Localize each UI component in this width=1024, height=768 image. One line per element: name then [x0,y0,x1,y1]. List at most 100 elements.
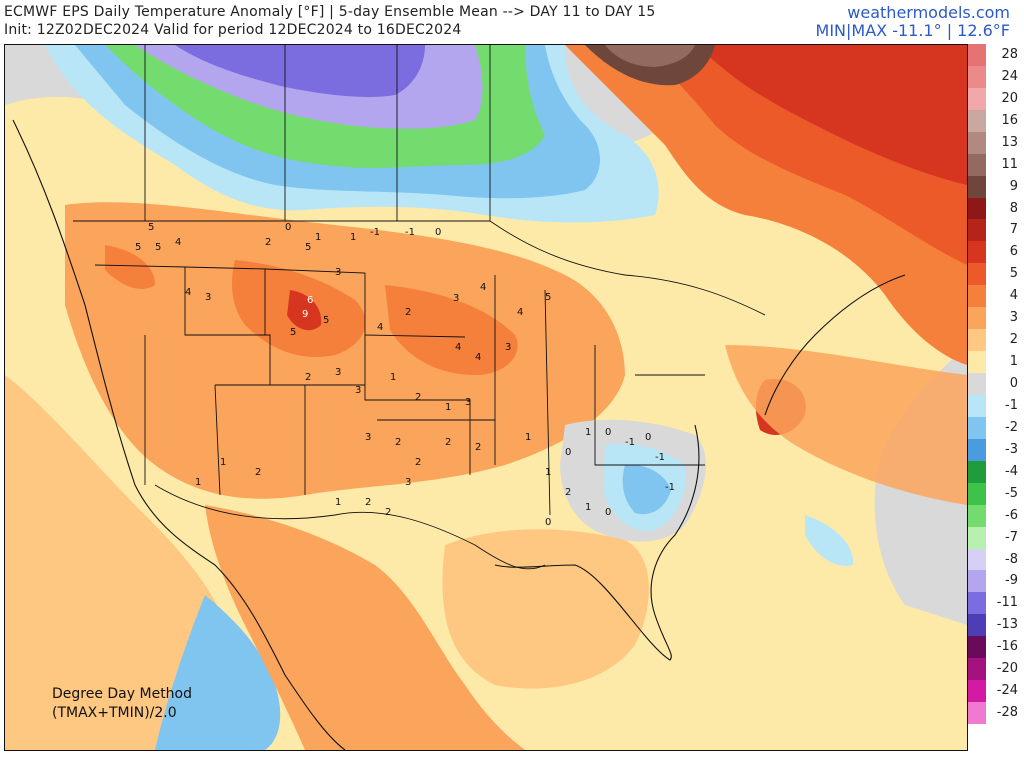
legend-swatch [968,570,986,593]
legend-entry: 7 [968,219,1020,242]
legend-label: 11 [1001,156,1018,172]
anomaly-value: 2 [305,372,311,383]
anomaly-value: -1 [405,227,415,238]
anomaly-value: 1 [195,477,201,488]
anomaly-value: 3 [205,292,211,303]
anomaly-value: 2 [445,437,451,448]
legend-swatch [968,504,986,527]
anomaly-value: 3 [365,432,371,443]
legend-entry: -20 [968,658,1020,681]
color-legend: 28 24 20 16 13 11 9 8 7 6 5 4 3 2 1 0 -1 -2 -3 -4 -5 -6 -7 -8 -9… [968,44,1020,724]
legend-label: -2 [1005,419,1018,435]
anomaly-value: 0 [605,507,611,518]
legend-swatch [968,307,986,330]
anomaly-value: 1 [350,232,356,243]
legend-entry: -5 [968,482,1020,505]
legend-entry: 11 [968,153,1020,176]
anomaly-value: 2 [565,487,571,498]
legend-swatch [968,153,986,176]
anomaly-value: 2 [255,467,261,478]
legend-entry: 1 [968,351,1020,374]
legend-entry: -8 [968,548,1020,571]
legend-entry: -3 [968,438,1020,461]
legend-swatch [968,636,986,659]
anomaly-value: 3 [335,267,341,278]
anomaly-value: 4 [175,237,181,248]
legend-swatch [968,87,986,110]
legend-label: -13 [996,617,1018,633]
anomaly-value: 3 [505,342,511,353]
legend-entry: -1 [968,394,1020,417]
legend-entry: 0 [968,373,1020,395]
anomaly-value: 1 [545,467,551,478]
legend-entry: 9 [968,175,1020,198]
anomaly-value: 1 [390,372,396,383]
anomaly-value: 3 [453,293,459,304]
legend-entry: 28 [968,44,1020,66]
legend-entry: 2 [968,329,1020,352]
anomaly-value: 2 [265,237,271,248]
legend-entry: 3 [968,307,1020,330]
anomaly-value: 1 [445,402,451,413]
legend-swatch [968,109,986,132]
anomaly-value: 5 [323,315,329,326]
legend-swatch [968,460,986,483]
legend-entry: -7 [968,526,1020,549]
legend-label: 8 [1009,200,1018,216]
legend-label: -20 [996,661,1018,677]
anomaly-value: 3 [335,367,341,378]
legend-label: -4 [1005,463,1018,479]
brand-link[interactable]: weathermodels.com [847,3,1010,22]
legend-swatch [968,416,986,439]
legend-label: 1 [1009,354,1018,370]
legend-swatch [968,658,986,681]
anomaly-value: 0 [605,427,611,438]
legend-label: 5 [1009,266,1018,282]
legend-entry: -28 [968,702,1020,724]
anomaly-value: 5 [148,222,154,233]
legend-label: 13 [1001,134,1018,150]
legend-label: -7 [1005,529,1018,545]
anomaly-value: 4 [455,342,461,353]
anomaly-value: 1 [335,497,341,508]
anomaly-value: 2 [415,392,421,403]
legend-swatch [968,592,986,615]
legend-label: 28 [1001,47,1018,62]
legend-entry: -6 [968,504,1020,527]
anomaly-value: 4 [185,287,191,298]
legend-label: -11 [996,595,1018,611]
anomaly-map[interactable]: 5 5 5 4 4 3 2 5 6 9 5 5 3 4 2 0 1 1 -1 -1 0 3 4 4 5 4 4 3 2 3 3 1 2 1 3 3 2 2… [4,44,968,751]
legend-label: 0 [1009,376,1018,392]
anomaly-value: 0 [435,227,441,238]
legend-swatch [968,680,986,703]
anomaly-value: 6 [307,295,313,306]
legend-entry: 24 [968,65,1020,88]
anomaly-value: 3 [355,385,361,396]
legend-label: -6 [1005,507,1018,523]
anomaly-value: -1 [625,437,635,448]
legend-label: -9 [1005,573,1018,589]
legend-entry: 5 [968,263,1020,286]
map-subtitle: Init: 12Z02DEC2024 Valid for period 12DE… [4,22,462,38]
legend-entry: -11 [968,592,1020,615]
legend-entry: -24 [968,680,1020,703]
legend-swatch [968,548,986,571]
legend-entry: -16 [968,636,1020,659]
legend-label: -3 [1005,441,1018,457]
anomaly-value: 5 [290,327,296,338]
legend-entry: -2 [968,416,1020,439]
legend-swatch [968,373,986,395]
legend-label: -1 [1005,397,1018,413]
legend-entry: -4 [968,460,1020,483]
anomaly-value: 0 [545,517,551,528]
legend-label: -8 [1005,551,1018,567]
legend-entry: 6 [968,241,1020,264]
legend-swatch [968,263,986,286]
anomaly-value: 2 [385,507,391,518]
legend-entry: 8 [968,197,1020,220]
anomaly-value: 1 [585,502,591,513]
map-title: ECMWF EPS Daily Temperature Anomaly [°F]… [4,4,656,20]
minmax-readout: MIN|MAX -11.1° | 12.6°F [815,21,1010,40]
